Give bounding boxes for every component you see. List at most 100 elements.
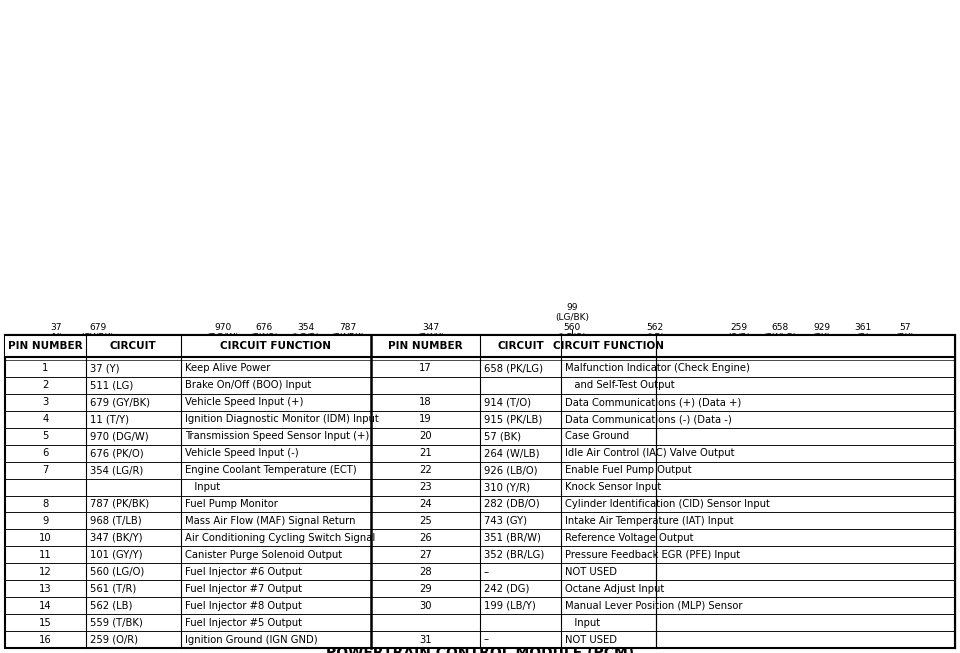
Circle shape (644, 411, 666, 434)
Text: 555
(T): 555 (T) (772, 596, 789, 614)
Circle shape (340, 468, 355, 483)
Circle shape (561, 464, 584, 487)
Circle shape (336, 464, 359, 487)
Text: 18: 18 (817, 420, 827, 426)
Text: 361
(R): 361 (R) (772, 616, 789, 635)
Text: 24: 24 (420, 499, 432, 509)
Text: 923
(O/BK): 923 (O/BK) (417, 596, 445, 614)
Text: 561 (T/R): 561 (T/R) (89, 584, 136, 594)
Text: CIRCUIT FUNCTION: CIRCUIT FUNCTION (553, 341, 663, 351)
Text: 347 (BK/Y): 347 (BK/Y) (89, 533, 142, 543)
Text: 21: 21 (51, 473, 60, 479)
Text: 359
(GY/R): 359 (GY/R) (251, 596, 278, 614)
FancyBboxPatch shape (28, 393, 933, 558)
Text: 47: 47 (300, 525, 311, 532)
Circle shape (132, 415, 147, 430)
Text: Ignition Ground (IGN GND): Ignition Ground (IGN GND) (184, 635, 318, 645)
Text: 19: 19 (419, 414, 432, 424)
Text: 11: 11 (39, 550, 52, 560)
Text: 34: 34 (650, 473, 660, 479)
Text: 361
(R): 361 (R) (854, 323, 872, 342)
Circle shape (518, 411, 541, 434)
Text: 558
(BR/LB): 558 (BR/LB) (722, 340, 756, 359)
Circle shape (295, 464, 318, 487)
Circle shape (810, 411, 833, 434)
Bar (5, 335, 955, 648)
Circle shape (381, 415, 396, 430)
Text: 15: 15 (692, 420, 702, 426)
Bar (836, 379, 858, 393)
Circle shape (518, 517, 541, 540)
Circle shape (852, 517, 875, 540)
Text: 5: 5 (220, 418, 225, 427)
Text: CIRCUIT: CIRCUIT (109, 341, 156, 351)
Text: 315
(P/O): 315 (P/O) (602, 616, 625, 635)
Bar (696, 558, 718, 572)
Circle shape (128, 517, 151, 540)
Text: 7: 7 (42, 465, 49, 475)
Text: 101 (GY/Y): 101 (GY/Y) (89, 550, 142, 560)
Text: Canister Purge Solenoid Output: Canister Purge Solenoid Output (184, 550, 342, 560)
Circle shape (90, 521, 106, 536)
Text: 352
(BR/LG): 352 (BR/LG) (330, 340, 365, 359)
Circle shape (769, 517, 792, 540)
Text: 11 (T/Y): 11 (T/Y) (89, 414, 129, 424)
Circle shape (211, 517, 234, 540)
Bar (628, 558, 650, 572)
Circle shape (810, 517, 833, 540)
Text: 4: 4 (42, 414, 49, 424)
Circle shape (894, 464, 917, 487)
Text: Fuel Injector #8 Output: Fuel Injector #8 Output (184, 601, 301, 611)
Text: 26: 26 (259, 473, 269, 479)
Text: 45: 45 (218, 525, 228, 532)
Text: Malfunction Indicator (Check Engine): Malfunction Indicator (Check Engine) (564, 364, 750, 374)
Text: –: – (484, 567, 489, 577)
Circle shape (773, 415, 787, 430)
Circle shape (898, 521, 913, 536)
Text: 58: 58 (817, 525, 827, 532)
Text: Input: Input (564, 618, 600, 628)
Circle shape (564, 521, 580, 536)
Text: 1: 1 (42, 364, 49, 374)
Text: 511
(LG): 511 (LG) (46, 340, 65, 359)
Text: 57
(BK): 57 (BK) (896, 323, 915, 342)
Circle shape (299, 415, 313, 430)
Text: Data Communications (-) (Data -): Data Communications (-) (Data -) (564, 414, 732, 424)
Text: Vehicle Speed Input (+): Vehicle Speed Input (+) (184, 398, 303, 407)
Text: 282
(DB/O): 282 (DB/O) (291, 616, 321, 635)
Text: 914
(T/O): 914 (T/O) (810, 340, 833, 359)
Circle shape (340, 415, 355, 430)
Circle shape (423, 521, 438, 536)
Bar (564, 558, 587, 572)
Text: 25: 25 (419, 516, 432, 526)
Text: 8: 8 (345, 418, 350, 427)
Text: 50: 50 (426, 525, 436, 532)
Text: 22: 22 (419, 465, 432, 475)
Text: 354 (LG/R): 354 (LG/R) (89, 465, 143, 475)
Text: 94
(R/BK): 94 (R/BK) (167, 616, 195, 635)
Text: 46: 46 (259, 525, 269, 532)
Text: 10: 10 (426, 420, 436, 426)
Circle shape (211, 411, 234, 434)
Bar (261, 379, 283, 393)
Text: 570
(BK/W): 570 (BK/W) (890, 616, 921, 635)
Text: 658 (PK/LG): 658 (PK/LG) (484, 364, 543, 374)
Text: Fuel Injector #7 Output: Fuel Injector #7 Output (184, 584, 301, 594)
Circle shape (86, 464, 109, 487)
Circle shape (810, 464, 833, 487)
Circle shape (814, 468, 829, 483)
Text: 7: 7 (303, 418, 308, 427)
Bar (229, 558, 252, 572)
Text: 41: 41 (51, 525, 60, 532)
Text: 259 (O/R): 259 (O/R) (89, 635, 137, 645)
Text: 310
(Y/R): 310 (Y/R) (170, 596, 192, 614)
Text: 49: 49 (384, 525, 394, 532)
Text: 9: 9 (42, 516, 49, 526)
Text: 16: 16 (39, 635, 52, 645)
Circle shape (727, 464, 750, 487)
Text: 59: 59 (858, 525, 868, 532)
Circle shape (252, 464, 276, 487)
Text: 556
(W): 556 (W) (854, 596, 872, 614)
Text: 676
(PK/O): 676 (PK/O) (250, 323, 278, 342)
Text: 20: 20 (420, 431, 432, 441)
